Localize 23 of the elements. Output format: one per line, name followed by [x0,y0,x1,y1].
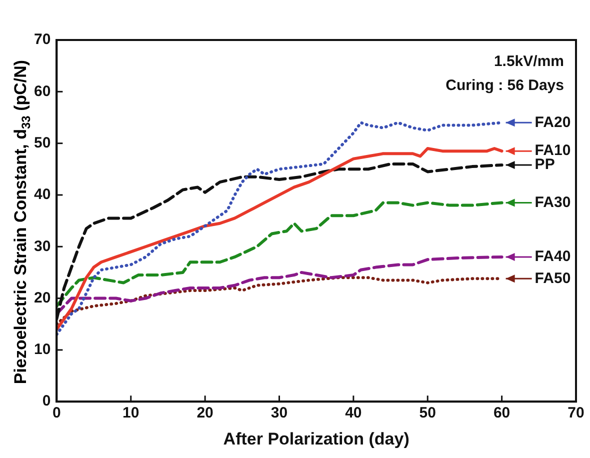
legend-label: FA50 [534,270,571,287]
x-tick-label: 50 [419,404,436,422]
y-tick-label: 0 [42,392,51,410]
y-tick-label: 10 [34,341,51,358]
x-tick-label: 60 [493,404,510,422]
y-tick-label: 50 [34,134,51,152]
legend-label: FA40 [534,248,571,266]
x-tick-label: 20 [196,404,214,422]
y-tick-label: 30 [34,238,51,255]
y-tick-label: 20 [34,289,51,306]
x-tick-label: 70 [568,404,584,422]
x-tick-label: 10 [122,404,140,422]
y-tick-label: 40 [34,186,51,204]
x-tick-label: 40 [345,404,362,422]
y-tick-label: 70 [34,31,51,48]
x-axis-title: After Polarization (day) [223,429,410,448]
legend-label: FA20 [534,114,571,131]
y-tick-label: 60 [34,82,51,100]
x-tick-label: 30 [270,404,288,422]
annotation: 1.5kV/mm [494,53,564,70]
annotation: Curing : 56 Days [446,77,564,94]
line-series [56,201,504,308]
legend-label: FA30 [534,194,571,211]
